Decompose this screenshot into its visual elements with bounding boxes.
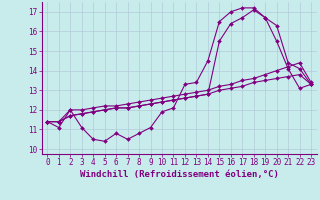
X-axis label: Windchill (Refroidissement éolien,°C): Windchill (Refroidissement éolien,°C)	[80, 170, 279, 179]
